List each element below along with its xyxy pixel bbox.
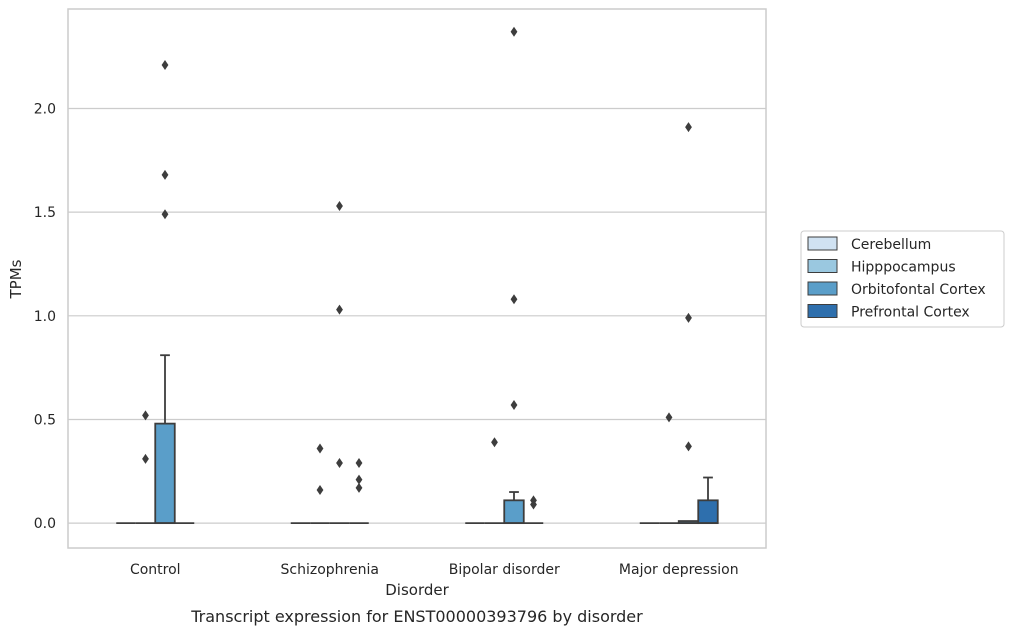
x-axis-title: Disorder [385,581,449,599]
legend-frame [800,230,1005,328]
outlier-point [510,26,518,37]
y-axis-ticks: 0.0 0.5 1.0 1.5 2.0 [34,102,56,533]
box-3-2 [523,495,544,525]
outlier-point [142,410,149,421]
outlier-point [336,304,343,315]
box-body [503,499,525,525]
box-2-2 [503,26,525,525]
legend-item: Prefrontal Cortex [807,304,970,321]
y-tick-label: 0.5 [34,412,56,428]
legend-label: Cerebellum [851,237,931,253]
outlier-point [491,437,498,448]
legend-label: Hipppocampus [851,260,956,276]
legend-swatch [807,281,838,296]
legend-label: Orbitofontal Cortex [851,282,986,298]
box-1-3 [659,412,679,525]
outlier-point [530,495,537,506]
x-tick-label: Schizophrenia [281,562,379,578]
outlier-point [316,484,324,495]
outlier-point [510,399,518,410]
legend-label: Prefrontal Cortex [851,305,970,321]
x-tick-label: Control [130,562,181,578]
box-2-3 [677,122,700,525]
box-3-1 [349,458,369,525]
legend-swatch [807,236,838,251]
box-body [697,499,719,525]
box-1-2 [484,437,505,525]
outlier-point [355,458,363,469]
outlier-point [142,453,149,464]
legend-item: Orbitofontal Cortex [807,281,986,298]
y-tick-label: 0.0 [34,516,56,532]
outlier-point [161,209,169,220]
legend: Cerebellum Hipppocampus Orbitofontal Corte… [800,230,1005,328]
outlier-point [510,294,518,305]
outlier-point [316,443,324,454]
y-axis-title: TPMs [7,259,25,299]
chart-caption: Transcript expression for ENST0000039379… [190,607,643,626]
outlier-point [336,458,343,469]
box-2-0 [154,59,176,525]
legend-swatch [807,259,838,273]
outlier-point [685,441,692,452]
outlier-point [161,169,169,180]
box-body [154,422,176,525]
outlier-point [685,312,692,323]
outlier-point [665,412,673,423]
legend-items: Cerebellum Hipppocampus Orbitofontal Corte… [807,236,986,321]
outlier-point [355,482,363,493]
box-groups [116,26,719,525]
box-3-3 [697,476,719,525]
x-tick-label: Major depression [619,562,739,578]
outlier-point [355,474,363,485]
x-tick-label: Bipolar disorder [449,562,560,578]
legend-item: Cerebellum [807,236,931,253]
legend-swatch [807,304,838,318]
y-tick-label: 1.5 [34,205,56,221]
y-tick-label: 2.0 [34,102,56,118]
plot-area-frame [67,8,767,549]
box-1-1 [310,443,330,525]
y-tick-label: 1.0 [34,309,56,325]
outlier-point [336,200,343,211]
box-1-0 [135,410,156,525]
outlier-point [161,59,169,70]
legend-item: Hipppocampus [807,259,956,276]
x-axis-ticks: Control Schizophrenia Bipolar disorder Majo… [130,562,739,578]
outlier-point [685,122,692,133]
box-2-1 [329,200,350,525]
